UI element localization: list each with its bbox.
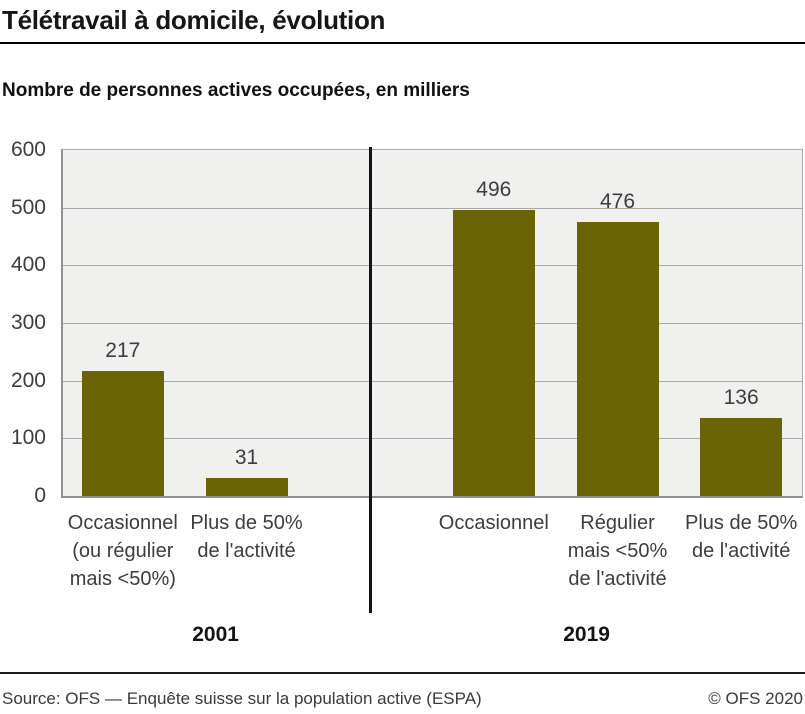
- y-axis-tick-label: 600: [10, 138, 46, 161]
- bar-value-label: 476: [599, 189, 636, 213]
- y-axis-tick-label: 100: [10, 426, 46, 450]
- y-axis-tick-label: 500: [10, 195, 46, 219]
- x-axis-label: Régulier mais <50% de l'activité: [567, 512, 668, 590]
- y-axis-tick-label: 300: [10, 311, 46, 334]
- bar-value-label: 217: [105, 338, 141, 362]
- year-label: 2001: [192, 623, 239, 646]
- bar: [576, 221, 659, 496]
- footer-copyright: © OFS 2020: [708, 689, 803, 708]
- group-divider-line: [368, 147, 372, 613]
- gridline: [63, 323, 802, 324]
- bar: [205, 478, 288, 496]
- bar-value-label: 31: [234, 446, 259, 470]
- bar: [81, 370, 164, 496]
- bar-value-label: 136: [723, 385, 759, 409]
- y-axis-tick-label: 0: [34, 484, 46, 507]
- gridline: [63, 265, 802, 267]
- bar: [700, 417, 783, 496]
- x-axis-label: Plus de 50% de l'activité: [685, 512, 798, 562]
- gridline: [63, 380, 802, 382]
- x-axis-label: Plus de 50% de l'activité: [190, 512, 303, 562]
- chart-subtitle: Nombre de personnes actives occupées, en…: [2, 80, 470, 101]
- year-label: 2019: [563, 623, 610, 646]
- page-title: Télétravail à domicile, évolution: [2, 5, 386, 35]
- footer-divider: [0, 672, 805, 674]
- gridline: [63, 438, 802, 440]
- gridline: [63, 207, 802, 209]
- footer-source: Source: OFS — Enquête suisse sur la popu…: [2, 689, 482, 708]
- y-axis-tick-label: 400: [10, 253, 46, 277]
- y-axis-tick-label: 200: [10, 368, 46, 392]
- bar-value-label: 496: [476, 177, 512, 201]
- title-divider: [0, 42, 805, 44]
- bar: [452, 209, 535, 496]
- x-axis-label: Occasionnel: [438, 512, 549, 534]
- x-axis-label: Occasionnel (ou régulier mais <50%): [67, 512, 178, 590]
- footer: Source: OFS — Enquête suisse sur la popu…: [2, 688, 803, 709]
